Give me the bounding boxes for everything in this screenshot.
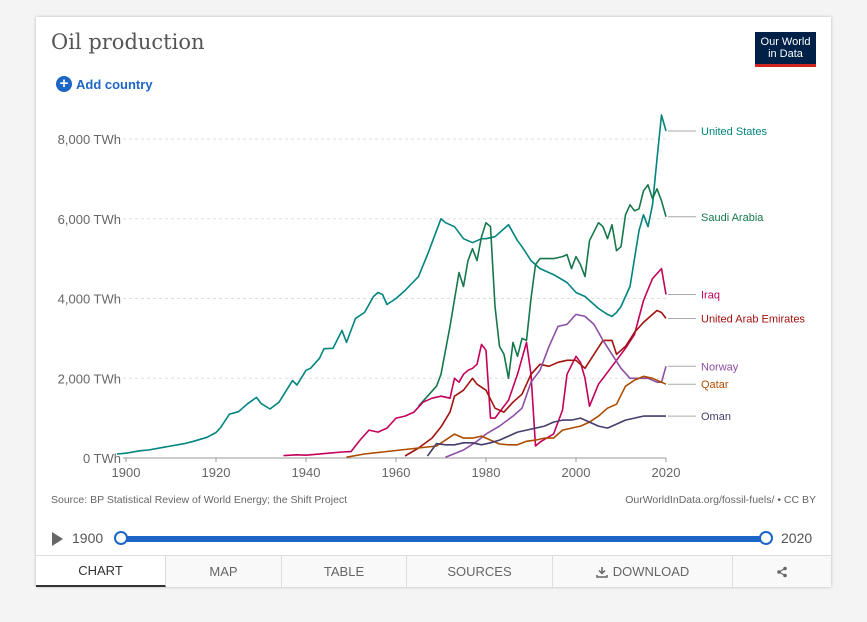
x-tick-label: 1920 (202, 465, 231, 480)
timeline-end-label: 2020 (781, 530, 813, 546)
y-tick-label: 2,000 TWh (58, 371, 121, 386)
series-label: Saudi Arabia (701, 212, 764, 224)
x-tick-label: 1940 (292, 465, 321, 480)
chart-title: Oil production (51, 30, 205, 54)
tab-download-label: DOWNLOAD (612, 564, 690, 579)
x-tick-label: 2000 (562, 465, 591, 480)
x-tick-label: 2020 (652, 465, 681, 480)
logo-line-1: Our World (760, 36, 811, 48)
tab-table[interactable]: TABLE (282, 556, 407, 587)
source-link[interactable]: OurWorldInData.org/fossil-fuels/ • CC BY (625, 494, 816, 506)
series-label: Qatar (701, 379, 729, 391)
line-chart: 0 TWh 2,000 TWh 4,000 TWh 6,000 TWh 8,000 TW… (58, 114, 805, 480)
logo-line-2: in Data (768, 48, 803, 60)
x-tick-label: 1980 (472, 465, 501, 480)
chart-card: Oil production Our World in Data + Add c… (36, 17, 831, 587)
plus-circle-icon: + (56, 76, 72, 92)
series-line (283, 267, 667, 457)
series-label: Norway (701, 361, 739, 373)
series-label: United States (701, 126, 768, 138)
y-tick-label: 8,000 TWh (58, 132, 121, 147)
tab-map-label: MAP (209, 564, 238, 579)
tab-map[interactable]: MAP (166, 556, 282, 587)
y-tick-label: 4,000 TWh (58, 292, 121, 307)
add-country-button[interactable]: + Add country (56, 76, 153, 92)
tab-download[interactable]: DOWNLOAD (553, 556, 733, 587)
series-line (404, 309, 667, 457)
y-tick-label: 6,000 TWh (58, 212, 121, 227)
download-icon (595, 566, 608, 578)
tab-chart[interactable]: CHART (36, 556, 166, 587)
timeline-start-label: 1900 (72, 530, 104, 546)
tab-share[interactable] (733, 556, 831, 587)
tab-chart-label: CHART (78, 563, 123, 578)
series-line (417, 184, 667, 407)
y-tick-label: 0 TWh (83, 451, 121, 466)
series-line (346, 375, 667, 458)
tab-bar: CHART MAP TABLE SOURCES DOWNLOAD (36, 555, 831, 587)
tab-table-label: TABLE (323, 564, 365, 579)
series-label: Iraq (701, 290, 720, 302)
play-icon[interactable] (52, 532, 63, 546)
timeline-end-handle[interactable] (759, 531, 773, 545)
source-note: Source: BP Statistical Review of World E… (51, 494, 348, 506)
tab-sources-label: SOURCES (447, 564, 512, 579)
owid-logo[interactable]: Our World in Data (755, 32, 816, 67)
timeline-track[interactable] (121, 536, 766, 542)
series-line (116, 114, 667, 455)
timeline-start-handle[interactable] (114, 531, 128, 545)
series-label: United Arab Emirates (701, 313, 805, 325)
share-icon (777, 566, 787, 577)
series-line (426, 415, 666, 457)
timeline: 1900 2020 (36, 527, 831, 551)
x-tick-label: 1960 (382, 465, 411, 480)
tab-sources[interactable]: SOURCES (407, 556, 553, 587)
series-label: Oman (701, 411, 731, 423)
x-tick-label: 1900 (112, 465, 141, 480)
add-country-label: Add country (76, 76, 153, 92)
